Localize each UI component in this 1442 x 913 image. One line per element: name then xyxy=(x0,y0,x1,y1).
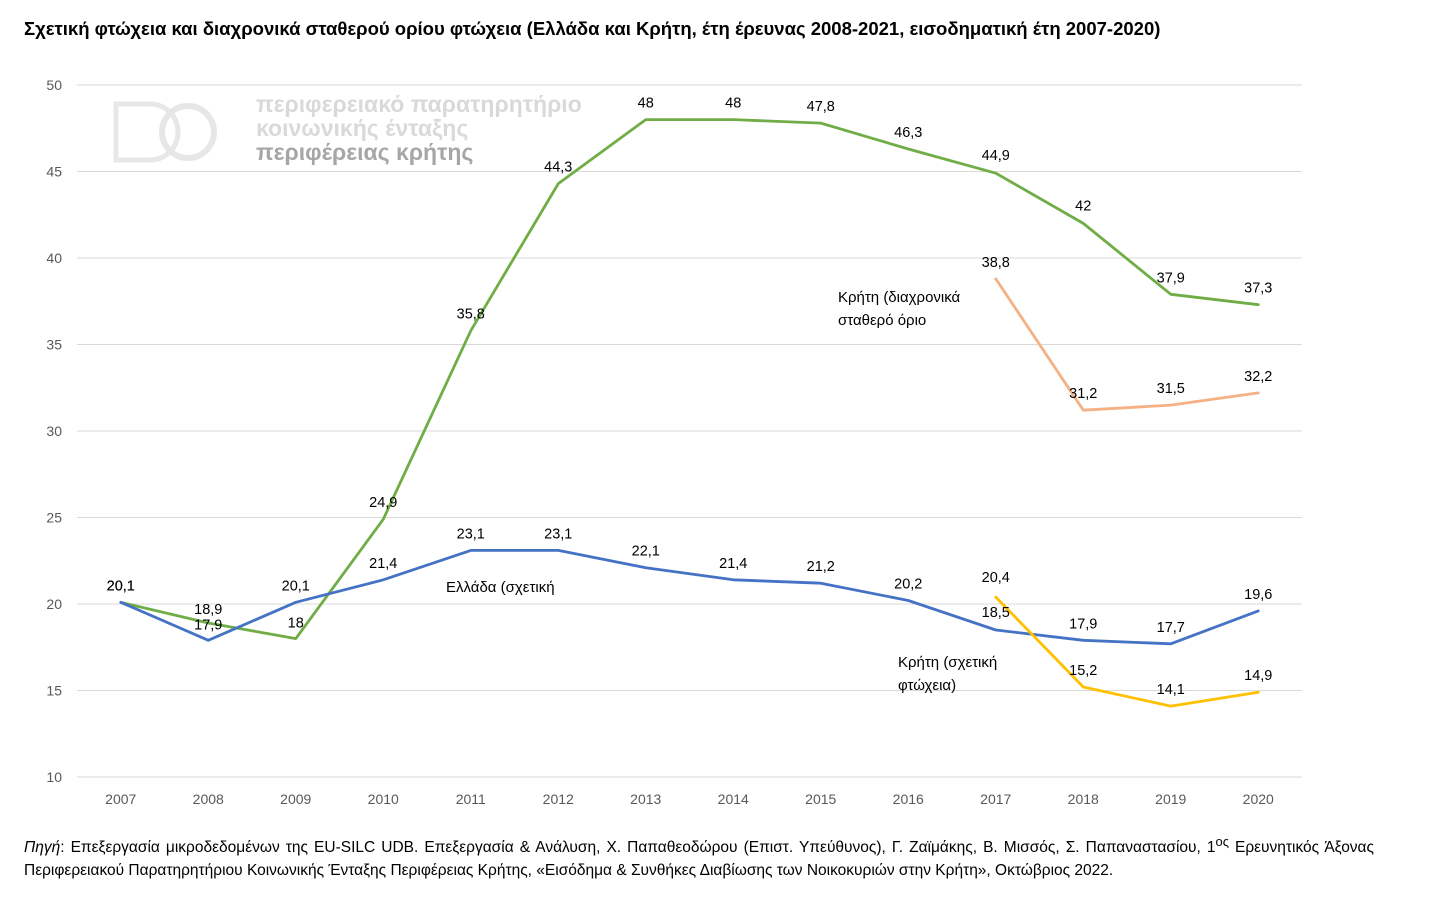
data-label-greece_fixed: 42 xyxy=(1075,198,1091,214)
logo-line-1: περιφερειακό παρατηρητήριο xyxy=(256,91,582,117)
source-note: Πηγή: Επεξεργασία μικροδεδομένων της EU-… xyxy=(24,830,1374,882)
data-label-greece_relative: 20,2 xyxy=(894,577,922,593)
x-tick-label: 2020 xyxy=(1243,791,1274,807)
x-tick-label: 2008 xyxy=(193,791,224,807)
source-label: Πηγή xyxy=(24,839,61,857)
x-tick-label: 2012 xyxy=(543,791,574,807)
y-tick-label: 50 xyxy=(46,77,62,93)
series-line-greece_fixed xyxy=(119,118,1260,640)
data-label-greece_relative: 20,1 xyxy=(107,578,135,594)
data-label-greece_relative: 23,1 xyxy=(544,526,572,542)
data-label-greece_fixed: 18 xyxy=(288,616,304,632)
data-label-greece_fixed: 48 xyxy=(725,96,741,112)
data-label-crete_relative: 20,4 xyxy=(982,570,1010,586)
y-tick-label: 20 xyxy=(46,596,62,612)
y-tick-label: 40 xyxy=(46,250,62,266)
data-label-greece_relative: 17,9 xyxy=(194,617,222,633)
data-label-greece_fixed: 18,9 xyxy=(194,602,222,618)
x-tick-label: 2013 xyxy=(630,791,661,807)
data-label-greece_fixed: 37,9 xyxy=(1157,270,1185,286)
data-label-greece_fixed: 20,1 xyxy=(107,578,135,594)
x-tick-label: 2014 xyxy=(718,791,749,807)
data-label-greece_relative: 21,4 xyxy=(369,556,397,572)
series-annotation: Ελλάδα (σχετική xyxy=(446,579,555,596)
series-line-greece_relative xyxy=(119,549,1260,646)
series-line-crete_fixed xyxy=(994,277,1260,412)
data-label-greece_relative: 17,9 xyxy=(1069,616,1097,632)
x-tick-label: 2015 xyxy=(805,791,836,807)
data-label-greece_relative: 22,1 xyxy=(632,544,660,560)
data-label-crete_fixed: 31,5 xyxy=(1157,381,1185,397)
data-label-greece_relative: 18,5 xyxy=(982,605,1010,621)
data-label-crete_relative: 14,9 xyxy=(1244,668,1272,684)
data-label-crete_relative: 15,2 xyxy=(1069,663,1097,679)
data-label-greece_fixed: 44,9 xyxy=(982,148,1010,164)
x-tick-label: 2019 xyxy=(1155,791,1186,807)
data-label-greece_relative: 21,4 xyxy=(719,556,747,572)
data-label-greece_relative: 23,1 xyxy=(457,526,485,542)
data-label-greece_fixed: 47,8 xyxy=(807,99,835,115)
x-tick-label: 2010 xyxy=(368,791,399,807)
data-label-crete_fixed: 32,2 xyxy=(1244,369,1272,385)
x-tick-label: 2009 xyxy=(280,791,311,807)
y-tick-label: 35 xyxy=(46,337,62,353)
chart-title: Σχετική φτώχεια και διαχρονικά σταθερού … xyxy=(24,18,1161,39)
data-label-greece_relative: 17,7 xyxy=(1157,620,1185,636)
data-label-greece_relative: 21,2 xyxy=(807,559,835,575)
series-annotation: φτώχεια) xyxy=(898,677,956,694)
data-label-greece_relative: 20,1 xyxy=(282,578,310,594)
y-tick-label: 30 xyxy=(46,423,62,439)
source-text: : Επεξεργασία μικροδεδομένων της EU-SILC… xyxy=(60,839,1216,857)
data-label-greece_fixed: 44,3 xyxy=(544,160,572,176)
source-text-2: Ερευνητικός Άξονας Περιφερειακού Παρατηρ… xyxy=(24,839,1374,880)
data-label-crete_fixed: 31,2 xyxy=(1069,386,1097,402)
series-annotation: σταθερό όριο xyxy=(838,312,926,329)
y-tick-label: 10 xyxy=(46,769,62,785)
data-label-crete_fixed: 38,8 xyxy=(982,255,1010,271)
data-label-greece_fixed: 35,8 xyxy=(457,307,485,323)
data-label-greece_fixed: 46,3 xyxy=(894,125,922,141)
data-label-greece_fixed: 48 xyxy=(638,96,654,112)
x-tick-label: 2011 xyxy=(456,791,486,807)
logo-icon xyxy=(112,100,217,164)
y-tick-label: 15 xyxy=(46,683,62,699)
data-label-greece_relative: 19,6 xyxy=(1244,587,1272,603)
data-label-crete_relative: 14,1 xyxy=(1157,682,1185,698)
source-superscript: ος xyxy=(1215,834,1229,849)
logo-text: περιφερειακό παρατηρητήριο κοινωνικής έν… xyxy=(256,92,582,164)
series-annotation: Κρήτη (διαχρονικά xyxy=(838,289,961,306)
data-label-greece_fixed: 37,3 xyxy=(1244,281,1272,297)
logo-line-3: περιφέρειας κρήτης xyxy=(256,139,474,165)
y-tick-label: 45 xyxy=(46,164,62,180)
x-tick-label: 2007 xyxy=(105,791,136,807)
x-tick-label: 2016 xyxy=(893,791,924,807)
series-annotation: Κρήτη (σχετική xyxy=(898,654,997,671)
logo-line-2: κοινωνικής ένταξης xyxy=(256,115,469,141)
y-tick-label: 25 xyxy=(46,510,62,526)
x-tick-label: 2018 xyxy=(1068,791,1099,807)
x-tick-label: 2017 xyxy=(980,791,1011,807)
series-line-crete_relative xyxy=(994,595,1260,708)
data-label-greece_fixed: 24,9 xyxy=(369,495,397,511)
line-chart: 10 15 20 25 30 35 40 45 50 2007 2008 2009 2010 2011 20… xyxy=(46,77,1302,807)
